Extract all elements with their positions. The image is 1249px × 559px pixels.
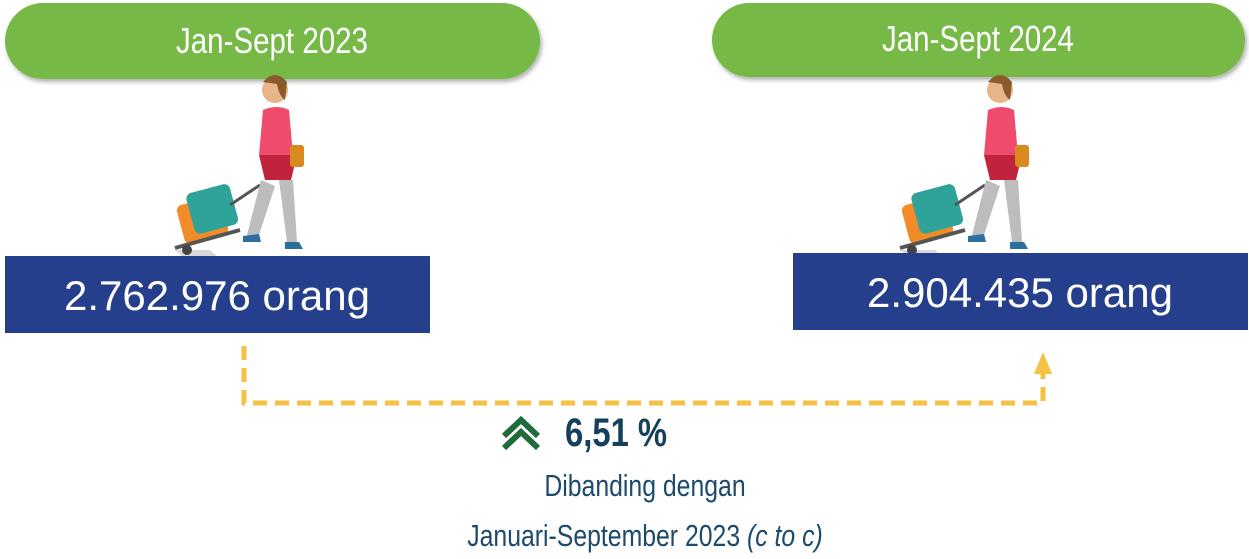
value-box [793, 253, 1248, 330]
value-label: 2.762.976 orang [64, 272, 370, 319]
connector [241, 346, 1046, 406]
period-label: Jan-Sept 2023 [176, 20, 368, 60]
note-italic: (c to c) [747, 518, 823, 552]
note-line: Dibanding dengan [544, 468, 745, 502]
period-label: Jan-Sept 2024 [882, 18, 1074, 58]
value-label: 2.904.435 orang [867, 269, 1173, 316]
period-pill [5, 3, 540, 79]
note-line: Januari-September 2023 (c to c) [467, 518, 823, 552]
period-pill [712, 3, 1245, 77]
value-box [5, 256, 430, 333]
note-main: Januari-September 2023 [467, 518, 740, 552]
change-value: 6,51 % [565, 410, 667, 455]
up-chevron [501, 415, 541, 451]
arrow-head [1034, 352, 1052, 374]
